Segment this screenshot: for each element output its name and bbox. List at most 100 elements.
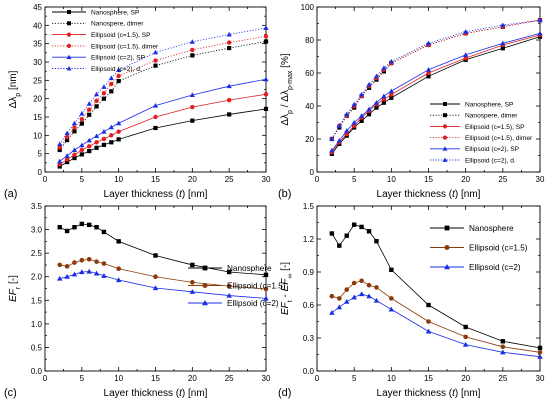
data-point [463, 55, 468, 61]
data-point [79, 116, 85, 122]
data-point [226, 83, 232, 89]
data-point [500, 349, 506, 355]
data-point [93, 133, 100, 139]
x-tick-label: 15 [424, 374, 433, 383]
data-point [388, 306, 395, 312]
panel-a: 0 5 10 15 20 25 30 0 5 10 15 20 25 30 35 40 45 Layer thic… [4, 3, 271, 200]
data-point [343, 298, 350, 304]
data-point [190, 262, 195, 268]
x-tick-label: 5 [352, 175, 357, 184]
y-tick-label: 45 [33, 3, 42, 12]
panel-label: (c) [4, 387, 17, 399]
x-tick-label: 5 [80, 374, 85, 383]
legend: Nanosphere Ellipsoid (c=1.5) Ellipsoid (c=… [188, 264, 286, 308]
data-point [463, 52, 469, 57]
data-point [425, 67, 432, 72]
data-point [64, 228, 70, 234]
legend: Nanosphere, SP Nanospere, dimer Ellipsoid … [52, 9, 159, 73]
data-point [79, 269, 85, 275]
y-tick-label: 5 [38, 150, 43, 159]
data-point [537, 30, 543, 36]
y-tick-label: 40 [305, 102, 314, 111]
data-point [500, 339, 506, 344]
data-point [64, 153, 70, 158]
data-point [116, 73, 121, 79]
legend-label: Ellipsoid (c=1.5), dimer [465, 135, 533, 142]
data-point [57, 147, 62, 153]
data-point [86, 107, 92, 112]
data-point [500, 22, 506, 28]
x-tick-label: 30 [536, 175, 545, 184]
data-point [388, 58, 394, 64]
legend-marker [444, 264, 450, 270]
data-point [87, 112, 92, 117]
data-point [65, 138, 70, 143]
data-point [109, 89, 114, 94]
legend-marker [442, 124, 448, 129]
legend-marker [66, 66, 72, 71]
y-tick-label: 1.5 [303, 202, 315, 211]
data-point [381, 93, 387, 99]
data-point [153, 63, 158, 68]
y-tick-label: 0.0 [31, 367, 43, 376]
data-point [381, 100, 386, 105]
data-point [336, 138, 342, 143]
data-point [94, 140, 99, 145]
x-tick-label: 10 [114, 374, 123, 383]
x-tick-label: 20 [461, 374, 470, 383]
x-tick-label: 25 [225, 374, 234, 383]
legend-marker [443, 113, 447, 118]
legend-label: Ellipsoid (c=2), SP [91, 55, 146, 62]
data-point [389, 267, 394, 272]
legend-marker [67, 21, 71, 26]
y-tick-label: 20 [33, 95, 42, 104]
data-point [537, 17, 543, 23]
data-point [94, 225, 99, 230]
legend-marker [66, 32, 72, 37]
data-point [462, 341, 469, 347]
data-point [537, 353, 543, 359]
data-point [101, 273, 107, 278]
data-point [64, 157, 70, 162]
legend: Nanosphere, SP Nanospere, dimer Ellipsoid … [430, 101, 533, 164]
series-line [331, 280, 541, 353]
panel-d: 0 5 10 15 20 25 30 0.0 0.3 0.6 0.9 1.2 1.5 Layer thic… [278, 202, 545, 399]
data-point [344, 128, 350, 133]
x-tick-label: 0 [315, 374, 320, 383]
data-point [374, 285, 379, 290]
x-tick-label: 25 [498, 374, 507, 383]
y-tick-label: 3.0 [31, 226, 43, 235]
data-point [366, 112, 372, 117]
y-tick-label: 2.0 [31, 273, 43, 282]
data-point [366, 81, 372, 87]
series-0 [57, 106, 269, 169]
legend-label: Ellipsoid (c=2), d. [465, 157, 516, 164]
legend-label: Ellipsoid (c=1.5) [227, 282, 286, 291]
data-point [329, 293, 335, 299]
series-2 [329, 291, 543, 359]
data-point [263, 106, 269, 112]
series-line [59, 108, 267, 167]
data-point [109, 133, 114, 138]
data-point [101, 90, 107, 96]
data-point [109, 140, 114, 145]
data-point [57, 145, 62, 150]
legend-label: Nanosphere, SP [91, 9, 140, 16]
data-point [72, 225, 77, 230]
data-point [359, 118, 364, 123]
data-point [426, 319, 431, 324]
data-point [87, 222, 92, 228]
data-point [389, 296, 394, 301]
data-point [116, 120, 122, 126]
data-point [190, 104, 195, 110]
data-point [366, 106, 372, 112]
data-point [153, 125, 158, 131]
data-point [227, 45, 232, 51]
data-point [366, 293, 372, 299]
data-point [226, 292, 232, 298]
data-point [359, 224, 364, 230]
data-point [426, 70, 431, 76]
data-point [57, 262, 63, 268]
panel-b: 0 5 10 15 20 25 30 0 20 40 60 80 100 Layer thickness … [278, 3, 545, 200]
data-point [351, 280, 357, 286]
